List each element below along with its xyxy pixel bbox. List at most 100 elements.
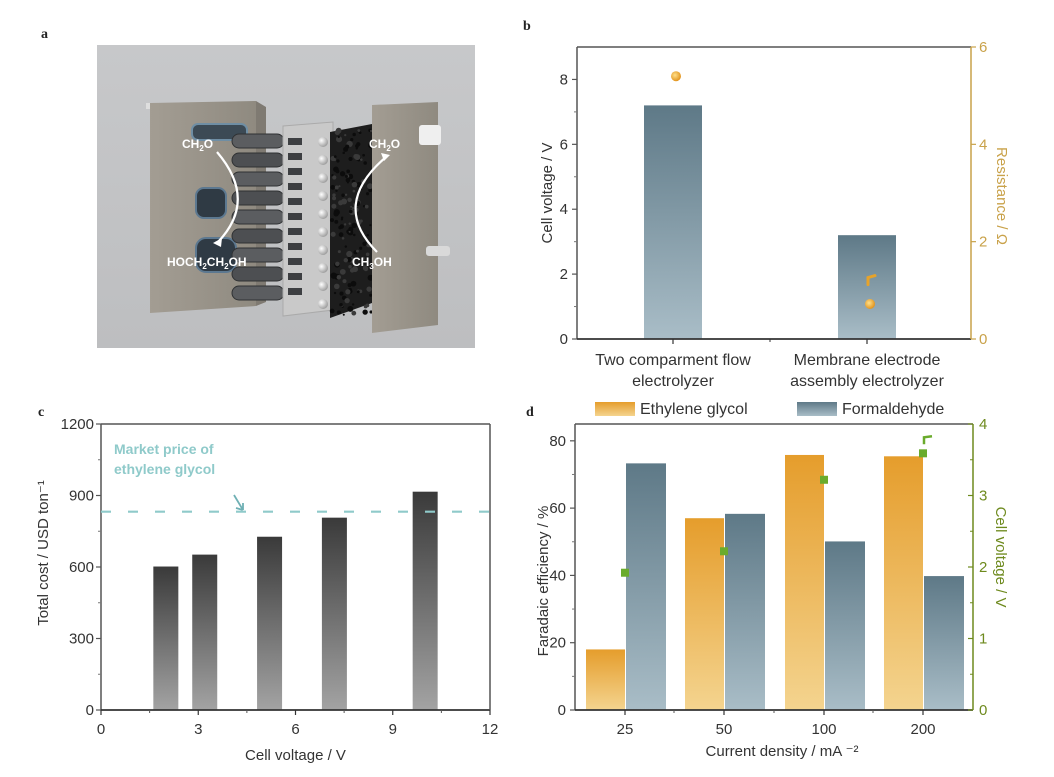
- electrode-rod: [231, 285, 285, 301]
- porous-grain: [350, 205, 353, 208]
- membrane-rib: [288, 183, 302, 190]
- porous-grain: [331, 203, 337, 209]
- bar-total-cost: [153, 566, 179, 710]
- y-tick-label: 20: [549, 635, 566, 652]
- membrane-rib: [288, 198, 302, 205]
- electrode-rod: [231, 209, 285, 225]
- porous-grain: [358, 131, 362, 134]
- electrode-bead: [318, 209, 328, 219]
- y2-tick-label: 1: [979, 631, 987, 648]
- porous-grain: [345, 289, 351, 295]
- porous-grain: [333, 166, 339, 173]
- electrolyzer-illustration: CH2O HOCH2CH2OH CH2O CH3OH: [97, 45, 475, 348]
- membrane-rib: [288, 138, 302, 145]
- membrane-rib: [288, 258, 302, 265]
- electrode-bead: [318, 155, 328, 165]
- y-tick-label: 0: [560, 331, 568, 348]
- porous-grain: [339, 171, 346, 177]
- porous-grain: [369, 293, 373, 297]
- electrode-rod: [231, 152, 285, 168]
- category-label: Membrane electrode: [794, 352, 941, 369]
- porous-grain: [347, 283, 352, 288]
- bar-formaldehyde: [725, 513, 765, 710]
- x-axis-title: Current density / mA ⁻²: [706, 743, 859, 760]
- porous-grain: [351, 206, 355, 210]
- bar-ethylene-glycol: [884, 456, 923, 710]
- porous-grain: [336, 159, 340, 163]
- porous-grain: [351, 310, 357, 316]
- porous-grain: [352, 233, 356, 237]
- porous-grain: [341, 198, 348, 205]
- porous-grain: [339, 268, 346, 275]
- legend-label-ethylene-glycol: Ethylene glycol: [640, 401, 748, 418]
- porous-grain: [339, 291, 344, 296]
- porous-grain: [334, 185, 339, 190]
- panel-a: a: [41, 27, 475, 348]
- bar-formaldehyde: [825, 541, 865, 710]
- porous-grain: [344, 245, 348, 248]
- porous-grain: [344, 174, 348, 178]
- porous-grain: [329, 218, 335, 223]
- point-cell-voltage: [919, 449, 927, 458]
- porous-grain: [333, 158, 337, 162]
- porous-grain: [344, 297, 350, 304]
- porous-grain: [366, 233, 369, 237]
- porous-grain: [351, 222, 357, 229]
- electrode-bead: [318, 173, 328, 183]
- bar-formaldehyde: [924, 576, 964, 710]
- membrane-rib: [288, 168, 302, 175]
- bar-total-cost: [257, 536, 283, 710]
- electrode-bead: [318, 299, 328, 309]
- bar-formaldehyde: [626, 463, 666, 710]
- y-tick-label: 80: [549, 433, 566, 450]
- electrode-bead: [318, 137, 328, 147]
- market-price-label: ethylene glycol: [114, 461, 215, 477]
- market-price-label: Market price of: [114, 441, 214, 457]
- porous-grain: [348, 209, 353, 214]
- porous-grain: [369, 224, 372, 227]
- bar-ethylene-glycol: [685, 518, 724, 710]
- y2-tick-label: 0: [979, 331, 987, 348]
- point-resistance-marker: [866, 274, 877, 287]
- x-tick-label: 200: [910, 721, 935, 738]
- porous-grain: [360, 158, 363, 161]
- panel-label-c: c: [38, 405, 44, 420]
- electrode-bead: [318, 191, 328, 201]
- porous-grain: [335, 261, 340, 267]
- porous-grain: [346, 169, 351, 174]
- porous-grain: [333, 155, 337, 158]
- x-tick-label: 25: [617, 721, 634, 738]
- porous-grain: [347, 173, 354, 180]
- flow-field-channels: [191, 123, 248, 273]
- membrane-rib: [288, 153, 302, 160]
- porous-texture: [329, 127, 374, 316]
- arrow-head-icon: [213, 238, 222, 247]
- x-tick-label: 12: [482, 721, 499, 738]
- membrane-rib: [288, 228, 302, 235]
- porous-grain: [338, 232, 344, 237]
- y-tick-label: 6: [560, 136, 568, 153]
- porous-grain: [344, 133, 347, 137]
- porous-grain: [339, 224, 344, 229]
- y-tick-label: 2: [560, 266, 568, 283]
- y-tick-label: 900: [69, 488, 94, 505]
- porous-grain: [344, 193, 348, 196]
- reaction-arrow-right: [354, 156, 387, 253]
- panel-label-a: a: [41, 27, 48, 42]
- porous-grain: [357, 129, 361, 132]
- porous-grain: [369, 129, 373, 133]
- porous-grain: [345, 177, 351, 183]
- membrane-rib: [288, 288, 302, 295]
- right-fitting-top: [419, 125, 441, 145]
- porous-grain: [336, 274, 342, 280]
- category-label: assembly electrolyzer: [790, 373, 945, 390]
- porous-grain: [333, 291, 337, 295]
- label-ethylene-glycol: HOCH2CH2OH: [167, 255, 247, 271]
- y2-tick-label: 4: [979, 136, 987, 153]
- porous-grain: [355, 144, 359, 148]
- porous-grain: [342, 313, 345, 316]
- porous-grain: [335, 189, 338, 192]
- chart-c: Market price of ethylene glycol 0 300 600 900…: [35, 416, 498, 764]
- porous-grain: [369, 310, 373, 314]
- porous-grain: [362, 309, 368, 315]
